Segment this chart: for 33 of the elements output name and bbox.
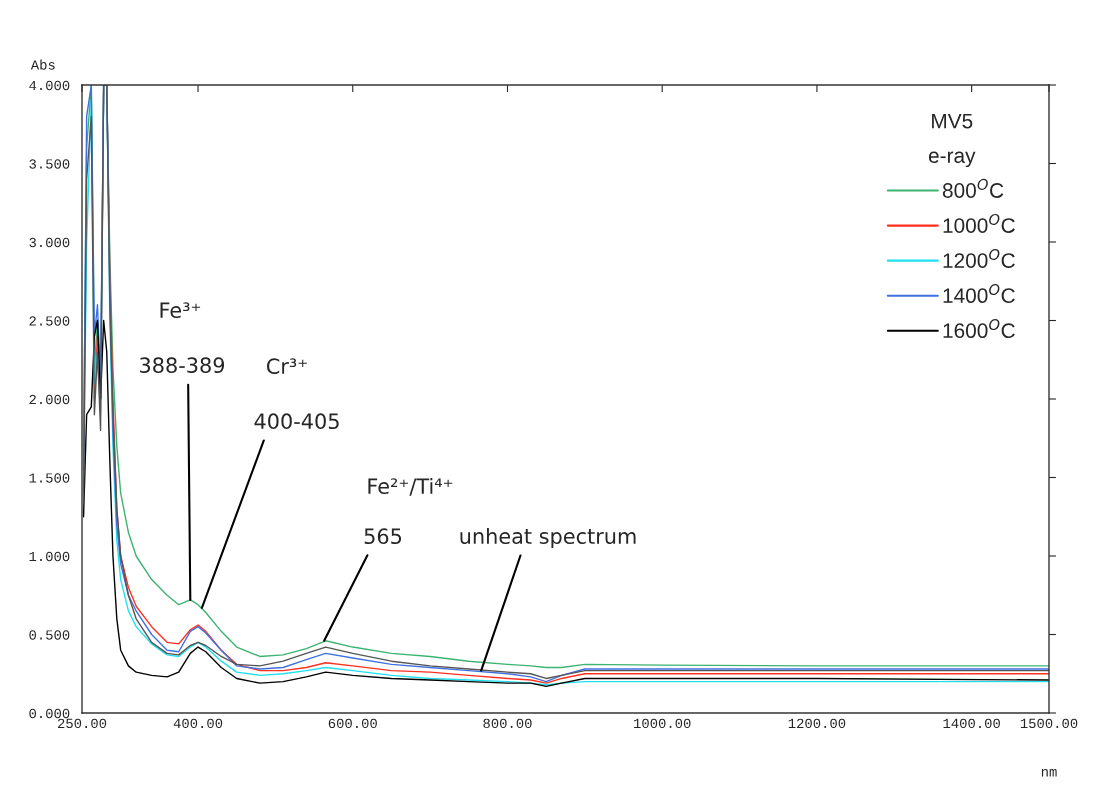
y-tick-label: 0.000 bbox=[29, 708, 70, 719]
legend-label: 800$^{O}$C bbox=[942, 178, 1004, 198]
annotation: 400-405 bbox=[254, 413, 339, 430]
annotation: Fe³⁺ bbox=[160, 302, 201, 319]
y-axis-title: Abs bbox=[30, 59, 55, 70]
x-tick-label: 600.00 bbox=[328, 718, 377, 729]
legend-label: 1600$^{O}$C bbox=[943, 319, 1015, 339]
y-tick-label: 2.500 bbox=[29, 316, 70, 326]
legend-title: MV5 e-ray bbox=[928, 113, 976, 168]
y-tick-label: 4.000 bbox=[29, 80, 70, 91]
annotation: Fe²⁺/Ti⁴⁺ bbox=[368, 477, 453, 496]
x-tick-label: 400.00 bbox=[173, 718, 223, 729]
y-tick-label: 3.000 bbox=[29, 237, 70, 248]
annotation: 388-389 bbox=[140, 357, 225, 374]
x-tick-label: 1500.00 bbox=[1020, 718, 1078, 729]
annotation: Cr³⁺ bbox=[266, 358, 307, 375]
y-tick-label: 0.500 bbox=[29, 630, 70, 640]
legend-label: 1200$^{O}$C bbox=[943, 248, 1015, 268]
x-tick-label: 800.00 bbox=[483, 718, 532, 729]
x-tick-label: 1000.00 bbox=[634, 718, 691, 729]
line-series bbox=[82, 319, 1049, 688]
x-tick-label: 1400.00 bbox=[943, 718, 1000, 729]
legend-label: 1400$^{O}$C bbox=[943, 284, 1015, 304]
y-tick-label: 2.000 bbox=[29, 394, 70, 405]
y-tick-label: 3.500 bbox=[29, 159, 70, 169]
legend-label: 1000$^{O}$C bbox=[943, 213, 1015, 233]
y-tick-label: 1.500 bbox=[29, 473, 70, 483]
y-tick-label: 1.000 bbox=[29, 551, 70, 562]
x-tick-label: 250.00 bbox=[57, 718, 107, 729]
annotation: unheat spectrum bbox=[460, 527, 636, 549]
x-axis-title: nm bbox=[1041, 768, 1057, 777]
x-tick-label: 1200.00 bbox=[788, 718, 846, 729]
annotation: 565 bbox=[364, 528, 402, 545]
